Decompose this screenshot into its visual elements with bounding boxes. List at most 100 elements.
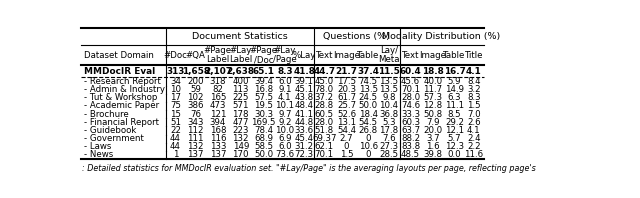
Text: 72.3: 72.3 [294,150,314,159]
Text: #Page
/Doc: #Page /Doc [250,46,278,64]
Text: 13.5: 13.5 [380,77,399,86]
Text: 52.6: 52.6 [337,110,356,119]
Text: 70.1: 70.1 [315,150,334,159]
Text: 113: 113 [232,85,249,94]
Text: 1.5: 1.5 [467,101,481,110]
Text: Image: Image [419,50,447,60]
Text: 26.8: 26.8 [358,126,378,135]
Text: 17.8: 17.8 [380,126,399,135]
Text: 400: 400 [232,77,249,86]
Text: Text: Text [402,50,419,60]
Text: 11.6: 11.6 [464,150,483,159]
Text: 78.0: 78.0 [315,85,334,94]
Text: 37.4: 37.4 [357,67,379,76]
Text: 0: 0 [365,134,371,143]
Text: 200: 200 [188,77,204,86]
Text: 44.8: 44.8 [294,118,314,127]
Text: 8.3: 8.3 [467,93,481,102]
Text: 343: 343 [188,118,204,127]
Text: 88.2: 88.2 [401,134,420,143]
Text: 178: 178 [232,110,249,119]
Text: 22: 22 [170,126,181,135]
Text: 40.0: 40.0 [423,77,442,86]
Text: 20.3: 20.3 [337,85,356,94]
Text: 59: 59 [190,85,201,94]
Text: 133: 133 [210,142,226,151]
Text: Text: Text [316,50,333,60]
Text: 132: 132 [188,142,204,151]
Text: 14.9: 14.9 [445,85,464,94]
Text: 39.1: 39.1 [294,77,314,86]
Text: 3.7: 3.7 [426,134,440,143]
Text: Modality Distribution (%): Modality Distribution (%) [383,32,500,41]
Text: 15: 15 [170,110,181,119]
Text: 0: 0 [344,142,349,151]
Text: - Government: - Government [84,134,144,143]
Text: 17.5: 17.5 [337,77,356,86]
Text: Lay/
Meta: Lay/ Meta [378,46,400,64]
Text: 477: 477 [232,118,249,127]
Text: 8.3: 8.3 [277,67,292,76]
Text: 69.37: 69.37 [312,134,337,143]
Text: 48.4: 48.4 [294,101,314,110]
Text: 48.5: 48.5 [401,150,420,159]
Text: 2,638: 2,638 [227,67,255,76]
Text: 7.6: 7.6 [382,134,396,143]
Text: 0: 0 [365,150,371,159]
Text: 2.6: 2.6 [467,118,481,127]
Text: #QA: #QA [186,50,205,60]
Text: Title: Title [465,50,483,60]
Text: 63.7: 63.7 [401,126,420,135]
Text: 9.7: 9.7 [278,110,292,119]
Text: 2.4: 2.4 [467,134,481,143]
Text: 50.0: 50.0 [358,101,378,110]
Text: Table: Table [357,50,380,60]
Text: 2.7: 2.7 [340,134,353,143]
Text: 43.8: 43.8 [294,93,314,102]
Text: 82: 82 [212,85,223,94]
Text: 11.7: 11.7 [423,85,442,94]
Text: 57.5: 57.5 [254,93,273,102]
Text: Dataset Domain: Dataset Domain [84,50,154,60]
Text: 137: 137 [188,150,204,159]
Text: 386: 386 [188,101,204,110]
Text: 51.8: 51.8 [315,126,334,135]
Text: 10.0: 10.0 [275,126,294,135]
Text: 11.5: 11.5 [378,67,400,76]
Text: 65.1: 65.1 [253,67,275,76]
Text: 313: 313 [166,67,185,76]
Text: 6.0: 6.0 [278,142,292,151]
Text: 45.4: 45.4 [294,134,314,143]
Text: 6.3: 6.3 [447,93,461,102]
Text: 28.5: 28.5 [380,150,399,159]
Text: 41.1: 41.1 [294,110,314,119]
Text: 111: 111 [188,134,204,143]
Text: 60.5: 60.5 [315,110,334,119]
Text: 149: 149 [232,142,249,151]
Text: 28.8: 28.8 [315,101,334,110]
Text: 83.8: 83.8 [401,142,420,151]
Text: %Lay: %Lay [292,50,316,60]
Text: 112: 112 [188,126,204,135]
Text: - Research Report: - Research Report [84,77,161,86]
Text: 9.2: 9.2 [278,118,292,127]
Text: 4.1: 4.1 [278,93,292,102]
Text: 13.5: 13.5 [358,85,378,94]
Text: 61.7: 61.7 [337,93,356,102]
Text: 3.2: 3.2 [467,85,481,94]
Text: 116: 116 [210,134,226,143]
Text: 34: 34 [170,77,181,86]
Text: 0.0: 0.0 [447,150,461,159]
Text: 12.8: 12.8 [423,101,442,110]
Text: 62.1: 62.1 [315,142,334,151]
Text: - Admin & Industry: - Admin & Industry [84,85,165,94]
Text: 78.4: 78.4 [254,126,273,135]
Text: 29.2: 29.2 [445,118,464,127]
Text: - Guidebook: - Guidebook [84,126,136,135]
Text: 102: 102 [188,93,204,102]
Text: 21.7: 21.7 [335,67,358,76]
Text: 76: 76 [190,110,201,119]
Text: 13.5: 13.5 [380,85,399,94]
Text: 45.0: 45.0 [315,77,334,86]
Text: - Laws: - Laws [84,142,111,151]
